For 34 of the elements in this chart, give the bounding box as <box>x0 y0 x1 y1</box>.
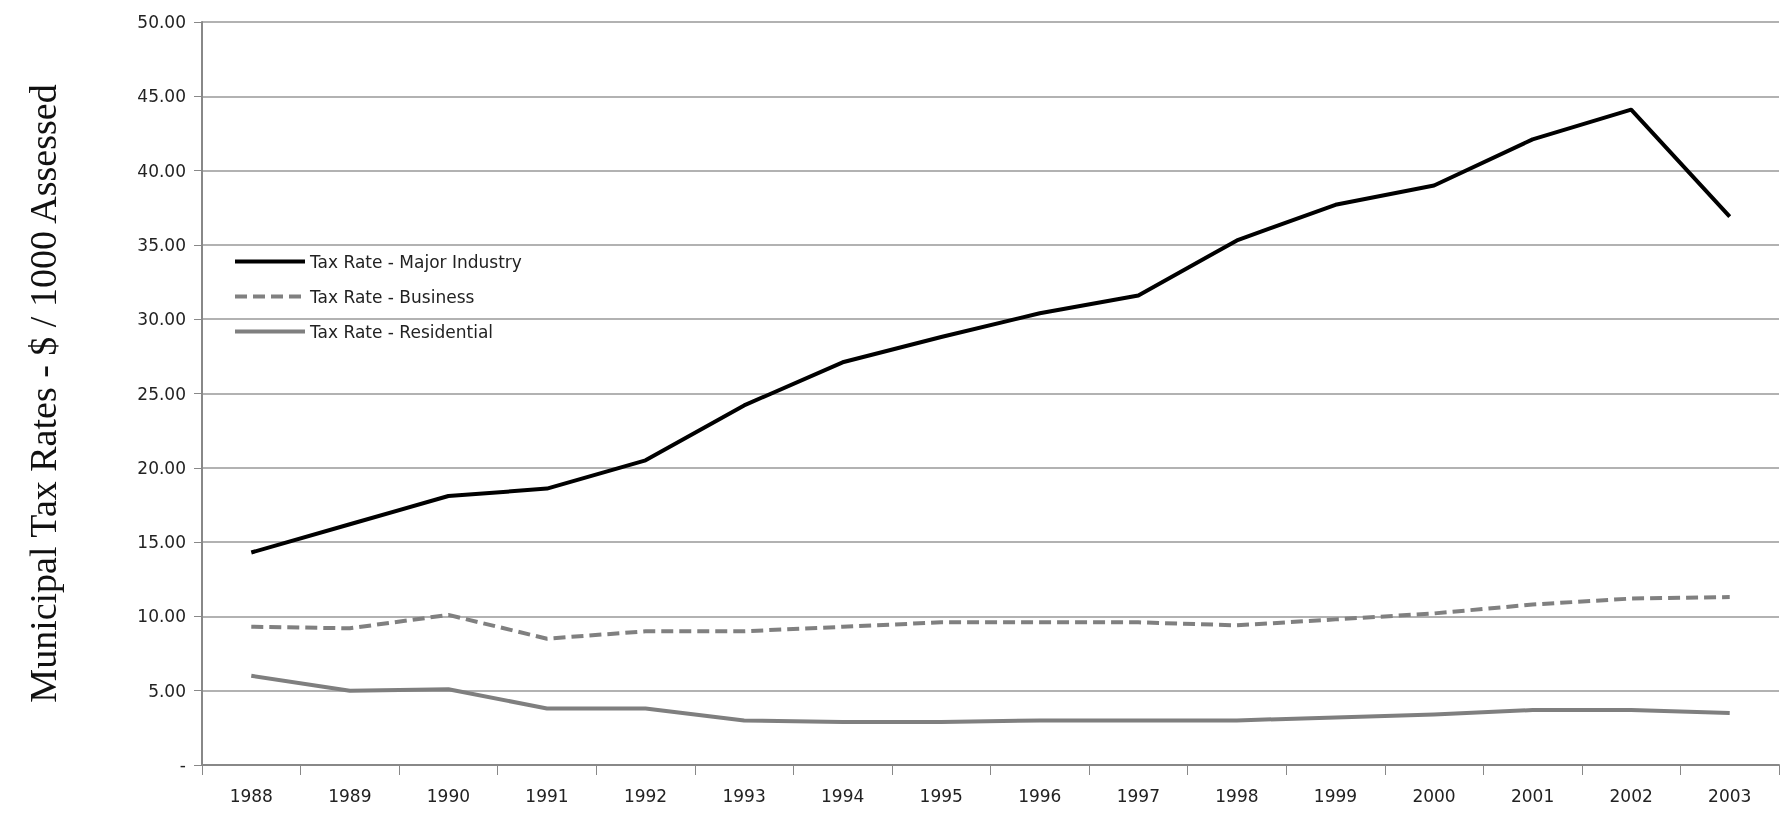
y-axis-title: Municipal Tax Rates - $ / 1000 Assessed <box>22 84 64 703</box>
x-tick-label: 1993 <box>722 785 766 806</box>
y-tick-label: 40.00 <box>137 160 186 181</box>
x-tick-label: 1988 <box>229 785 273 806</box>
y-tick-label: 30.00 <box>137 309 186 330</box>
line-series <box>249 595 1732 641</box>
y-tick-label: 45.00 <box>137 86 186 107</box>
x-tick-label: 1994 <box>821 785 865 806</box>
y-tick-label: 10.00 <box>137 606 186 627</box>
x-tick-label: 1995 <box>919 785 963 806</box>
line-series <box>249 673 1732 724</box>
y-tick-label: 25.00 <box>137 383 186 404</box>
y-tick-label: - <box>179 755 186 775</box>
x-tick-label: 2003 <box>1708 785 1752 806</box>
legend-label: Tax Rate - Major Industry <box>309 251 522 272</box>
x-tick-label: 1999 <box>1313 785 1358 806</box>
x-tick-label: 2002 <box>1609 785 1653 806</box>
y-tick-label: 35.00 <box>137 234 186 255</box>
x-tick-label: 2000 <box>1412 785 1456 806</box>
x-tick-label: 1997 <box>1116 785 1160 806</box>
y-tick-label: 5.00 <box>148 680 186 701</box>
legend-label: Tax Rate - Business <box>309 286 475 307</box>
x-tick-label: 1992 <box>623 785 668 806</box>
y-tick-label: 20.00 <box>137 457 186 478</box>
y-tick-label: 15.00 <box>137 532 186 553</box>
legend-label: Tax Rate - Residential <box>309 321 494 342</box>
x-tick-label: 1989 <box>328 785 372 806</box>
x-tick-label: 1996 <box>1018 785 1062 806</box>
x-tick-label: 1998 <box>1215 785 1259 806</box>
line-series <box>249 107 1732 555</box>
x-tick-label: 2001 <box>1510 785 1555 806</box>
x-tick-label: 1991 <box>525 785 569 806</box>
y-tick-label: 50.00 <box>137 12 186 32</box>
x-tick-label: 1990 <box>426 785 471 806</box>
